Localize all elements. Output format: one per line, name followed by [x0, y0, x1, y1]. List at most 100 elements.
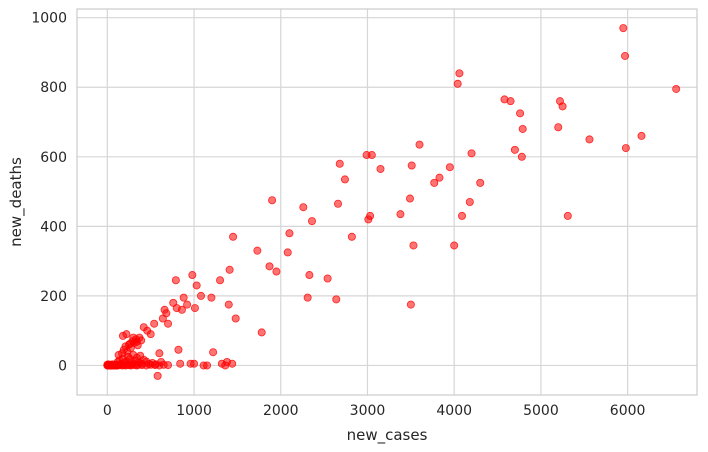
data-point — [323, 274, 332, 283]
data-point — [406, 300, 415, 309]
data-point — [207, 293, 216, 302]
data-point — [305, 271, 314, 280]
data-points — [103, 24, 681, 380]
data-point — [450, 241, 459, 250]
data-point — [476, 178, 485, 187]
data-point — [510, 145, 519, 154]
data-point — [179, 293, 188, 302]
y-axis-label: new_deaths — [7, 157, 26, 247]
y-tick-labels: 0 200 400 600 800 1000 — [31, 11, 67, 375]
data-point — [196, 291, 205, 300]
data-point — [621, 144, 630, 153]
data-point — [430, 178, 439, 187]
data-point — [183, 300, 192, 309]
data-point — [224, 300, 233, 309]
data-point — [171, 276, 180, 285]
x-tick-label: 3000 — [350, 403, 386, 419]
x-tick-label: 1000 — [176, 403, 212, 419]
data-point — [253, 246, 262, 255]
y-tick-label: 400 — [40, 219, 67, 235]
data-point — [150, 319, 159, 328]
data-point — [435, 173, 444, 182]
data-point — [334, 199, 343, 208]
data-point — [376, 164, 385, 173]
data-point — [621, 51, 630, 60]
data-point — [283, 248, 292, 257]
plot-frame — [76, 8, 698, 396]
data-point — [332, 295, 341, 304]
x-axis-label: new_cases — [347, 426, 428, 445]
data-point — [174, 345, 183, 354]
data-point — [192, 281, 201, 290]
data-point — [467, 149, 476, 158]
data-point — [340, 175, 349, 184]
data-point — [231, 314, 240, 323]
data-point — [188, 271, 197, 280]
y-tick-label: 600 — [40, 150, 67, 166]
data-point — [409, 241, 418, 250]
data-point — [554, 123, 563, 132]
data-point — [228, 359, 237, 368]
data-point — [257, 328, 266, 337]
x-tick-label: 0 — [103, 403, 112, 419]
data-point — [335, 159, 344, 168]
y-tick-label: 0 — [58, 358, 67, 374]
data-point — [209, 348, 218, 357]
data-point — [518, 124, 527, 133]
data-point — [455, 69, 464, 78]
y-tick-label: 200 — [40, 289, 67, 305]
x-tick-label: 6000 — [610, 403, 646, 419]
data-point — [190, 304, 199, 313]
x-tick-label: 2000 — [263, 403, 299, 419]
data-point — [216, 276, 225, 285]
data-point — [558, 102, 567, 111]
data-point — [465, 197, 474, 206]
data-point — [307, 217, 316, 226]
data-point — [225, 265, 234, 274]
data-point — [415, 140, 424, 149]
grid-lines — [77, 9, 697, 395]
data-point — [407, 161, 416, 170]
x-tick-label: 4000 — [436, 403, 472, 419]
data-point — [366, 211, 375, 220]
data-point — [672, 84, 681, 93]
y-tick-label: 800 — [40, 80, 67, 96]
data-point — [299, 203, 308, 212]
data-point — [177, 305, 186, 314]
data-point — [265, 262, 274, 271]
data-point — [176, 359, 185, 368]
y-tick-label: 1000 — [31, 11, 67, 27]
data-point — [146, 330, 155, 339]
data-point — [153, 371, 162, 380]
data-point — [303, 293, 312, 302]
data-point — [458, 211, 467, 220]
data-point — [229, 232, 238, 241]
data-point — [272, 267, 281, 276]
data-point — [516, 109, 525, 118]
data-point — [585, 135, 594, 144]
x-tick-label: 5000 — [523, 403, 559, 419]
data-point — [268, 196, 277, 205]
data-point — [396, 210, 405, 219]
data-point — [563, 211, 572, 220]
data-point — [190, 359, 199, 368]
data-point — [122, 330, 131, 339]
data-point — [453, 79, 462, 88]
data-point — [506, 97, 515, 106]
data-point — [285, 229, 294, 238]
data-point — [164, 361, 173, 370]
x-tick-labels: 0 1000 2000 3000 4000 5000 6000 — [103, 403, 646, 419]
data-point — [445, 163, 454, 172]
data-point — [517, 152, 526, 161]
data-point — [367, 151, 376, 160]
data-point — [157, 357, 166, 366]
data-point — [619, 24, 628, 33]
data-point — [637, 131, 646, 140]
data-point — [405, 194, 414, 203]
data-point — [164, 319, 173, 328]
data-point — [132, 337, 141, 346]
data-point — [203, 361, 212, 370]
data-point — [347, 232, 356, 241]
data-point — [162, 309, 171, 318]
